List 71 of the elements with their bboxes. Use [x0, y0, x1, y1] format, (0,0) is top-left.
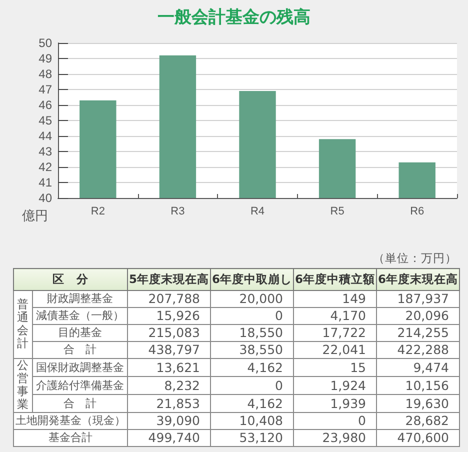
x-tick-label: R2: [90, 206, 105, 218]
category-label: 財政調整基金: [47, 292, 113, 305]
text: 10,408: [239, 413, 283, 428]
x-tick-label: R6: [410, 206, 424, 218]
text: 10,156: [405, 378, 449, 392]
category-label: 普通会計: [17, 297, 29, 350]
y-tick-label: 45: [38, 114, 52, 128]
text: 499,740: [148, 430, 200, 445]
y-axis-title: 億円: [22, 208, 48, 223]
y-tick-label: 50: [38, 36, 52, 50]
text: 21,853: [156, 396, 200, 410]
text: 4,162: [247, 396, 283, 410]
y-tick-label: 41: [38, 176, 52, 190]
text: 438,797: [148, 342, 200, 357]
y-tick-label: 46: [38, 98, 52, 112]
category-label: 6年度末現在高: [376, 268, 460, 290]
text: 4,170: [330, 308, 366, 323]
text: 15: [350, 360, 366, 374]
y-tick-label: 43: [38, 144, 52, 158]
text: 23,980: [322, 430, 366, 445]
text: 19,630: [405, 396, 449, 410]
x-tick-label: R5: [330, 206, 344, 218]
chart-title: 一般会計基金の残高: [158, 8, 310, 28]
text: 1,939: [330, 396, 366, 410]
text: （単位：万円）: [372, 250, 458, 267]
text: 39,090: [156, 413, 200, 428]
text: 15,926: [156, 308, 200, 323]
text: 18,550: [239, 325, 283, 340]
y-tick-label: 42: [38, 160, 52, 174]
category-label: 6年度中積立額: [294, 268, 376, 290]
text: 17,722: [322, 325, 366, 340]
text: 214,255: [397, 325, 449, 340]
text: 0: [275, 308, 283, 323]
text: 422,288: [397, 342, 449, 357]
text: 215,083: [148, 325, 200, 340]
category-label: 区 分: [14, 268, 128, 290]
category-label: 土地開発基金（現金）: [16, 414, 126, 427]
category-label: 合 計: [64, 343, 96, 356]
text: 38,550: [239, 342, 283, 357]
category-label: 合 計: [64, 396, 96, 410]
category-label: 介護給付準備基金: [36, 378, 124, 392]
category-label: 基金合計: [48, 431, 92, 444]
category-label: 6年度中取崩し: [210, 268, 294, 290]
y-tick-label: 49: [38, 52, 52, 66]
text: 8,232: [164, 378, 200, 392]
y-tick-label: 44: [38, 129, 52, 143]
text: 20,096: [405, 308, 449, 323]
x-tick-label: R3: [170, 206, 185, 218]
text: 0: [275, 378, 283, 392]
text: 53,120: [239, 430, 283, 445]
y-tick-label: 40: [38, 191, 52, 205]
text: 20,000: [239, 291, 283, 306]
text: 187,937: [397, 291, 449, 306]
text: 1,924: [330, 378, 366, 392]
category-label: 公営事業: [17, 358, 29, 411]
text: 470,600: [397, 430, 449, 445]
text: 13,621: [156, 360, 200, 374]
category-label: 5年度末現在高: [128, 268, 210, 290]
y-tick-label: 47: [38, 82, 52, 96]
text: 4,162: [247, 360, 283, 374]
text: 9,474: [413, 360, 449, 374]
category-label: 国保財政調整基金: [36, 360, 124, 374]
text: 149: [342, 291, 366, 306]
text: 28,682: [405, 413, 449, 428]
category-label: 目的基金: [58, 326, 102, 339]
x-tick-label: R4: [250, 206, 265, 218]
text: 0: [358, 413, 366, 428]
text: 207,788: [148, 291, 200, 306]
category-label: 減債基金（一般）: [36, 309, 124, 322]
text: 22,041: [322, 342, 366, 357]
y-tick-label: 48: [38, 67, 52, 81]
